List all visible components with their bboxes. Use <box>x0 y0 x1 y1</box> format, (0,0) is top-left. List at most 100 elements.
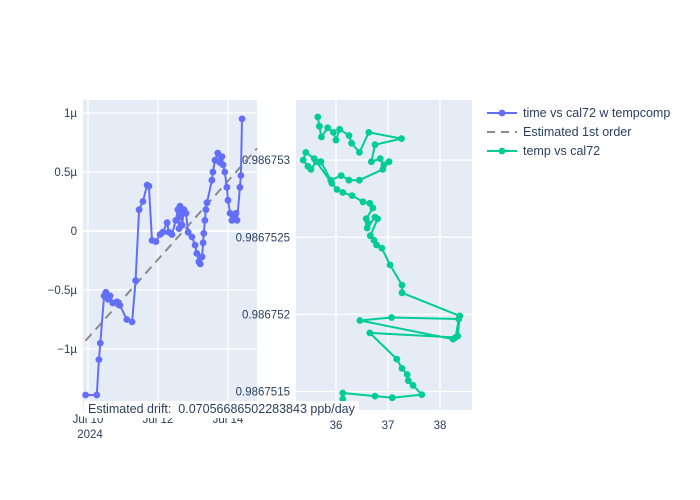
data-point <box>356 176 363 184</box>
legend-label: time vs cal72 w tempcomp <box>523 106 671 120</box>
data-point <box>123 316 131 323</box>
data-point <box>403 371 411 378</box>
data-point <box>95 356 103 363</box>
data-point <box>330 129 337 136</box>
y-tick-label: −1µ <box>57 344 77 356</box>
data-point <box>116 301 124 309</box>
legend-item-temp-vs-cal72[interactable]: temp vs cal72 <box>486 144 670 158</box>
x-tick-label: 38 <box>434 420 447 432</box>
y-tick-label: 0.986752 <box>242 309 290 321</box>
data-point <box>168 231 176 238</box>
y-tick-label: 0.9867525 <box>236 232 290 244</box>
data-point <box>339 395 347 403</box>
data-point <box>106 292 114 300</box>
data-point <box>299 156 307 164</box>
x-tick-label: 36 <box>330 420 343 432</box>
y-tick-label: 0.9867515 <box>236 386 290 398</box>
time-plot-area[interactable] <box>83 100 257 410</box>
data-point <box>385 158 393 166</box>
data-point <box>201 217 209 224</box>
data-point <box>333 186 341 193</box>
data-point <box>332 136 340 144</box>
data-point <box>223 183 231 191</box>
data-point <box>139 198 147 205</box>
data-point <box>191 241 199 249</box>
data-point <box>314 113 322 121</box>
legend-item-time-vs-cal72[interactable]: time vs cal72 w tempcomp <box>486 106 670 120</box>
data-point <box>339 389 347 397</box>
legend-item-estimated-1st-order[interactable]: Estimated 1st order <box>486 125 670 139</box>
legend-label: temp vs cal72 <box>523 144 601 158</box>
data-point <box>188 233 196 241</box>
data-point <box>373 241 380 249</box>
y-tick-label: 1µ <box>64 108 77 120</box>
data-point <box>219 161 227 169</box>
data-point <box>135 206 143 214</box>
data-point <box>386 261 394 269</box>
data-point <box>196 260 204 268</box>
data-point <box>304 162 312 170</box>
data-point <box>365 129 373 136</box>
data-point <box>128 318 136 326</box>
data-point <box>379 166 387 173</box>
data-point <box>310 155 318 163</box>
y-tick-label: 0.5µ <box>54 167 77 179</box>
y-tick-label: −0.5µ <box>48 285 78 297</box>
data-point <box>172 217 180 224</box>
temp-vs-cal72-markers <box>299 113 464 403</box>
data-point <box>418 391 426 398</box>
data-point <box>374 215 381 223</box>
time-vs-cal72-markers <box>82 115 246 399</box>
data-point <box>348 139 355 147</box>
data-point <box>132 277 140 284</box>
data-point <box>378 244 386 252</box>
data-point <box>366 232 374 240</box>
data-point <box>404 377 412 385</box>
data-point <box>184 228 192 236</box>
data-point <box>398 365 406 372</box>
data-point <box>236 183 244 191</box>
estimated-1st-order-trend-line <box>84 147 258 342</box>
data-point <box>198 253 206 261</box>
data-point <box>388 314 395 321</box>
legend-marker-icon <box>498 147 506 155</box>
data-point <box>337 172 345 180</box>
data-point <box>452 334 459 341</box>
y-tick-label: 0.986753 <box>242 155 290 167</box>
data-point <box>345 132 353 139</box>
data-point <box>317 158 325 166</box>
data-point <box>356 317 364 324</box>
temp-vs-cal72-line <box>302 116 461 400</box>
data-point <box>371 392 379 400</box>
legend-marker-icon <box>498 109 506 117</box>
legend-swatch-line-marker-icon <box>487 147 517 155</box>
data-point <box>159 228 167 236</box>
legend-swatch-line-marker-icon <box>487 109 517 117</box>
data-point <box>233 217 241 224</box>
data-point <box>328 179 336 187</box>
data-point <box>145 182 153 190</box>
data-point <box>218 153 226 161</box>
data-point <box>376 155 384 163</box>
data-point <box>348 192 356 200</box>
data-point <box>398 281 406 289</box>
temp-plot-tick-labels: 0.986753 0.9867525 0.986752 0.9867515 36 37 38 <box>236 155 447 432</box>
data-point <box>363 224 371 232</box>
data-point <box>455 315 463 323</box>
legend: time vs cal72 w tempcomp Estimated 1st o… <box>486 106 670 158</box>
drift-annotation: Estimated drift: 0.07056686502283843 ppb… <box>84 401 359 418</box>
data-point <box>232 209 240 217</box>
data-point <box>209 168 217 176</box>
y-tick-label: 0 <box>71 226 77 238</box>
data-point <box>96 339 104 347</box>
legend-label: Estimated 1st order <box>523 125 632 139</box>
data-point <box>208 176 216 184</box>
data-point <box>152 238 160 246</box>
temp-plot-area[interactable] <box>296 100 472 410</box>
data-point <box>356 149 363 156</box>
data-point <box>324 124 332 132</box>
data-point <box>302 149 310 156</box>
data-point <box>182 209 190 217</box>
data-point <box>398 135 405 143</box>
